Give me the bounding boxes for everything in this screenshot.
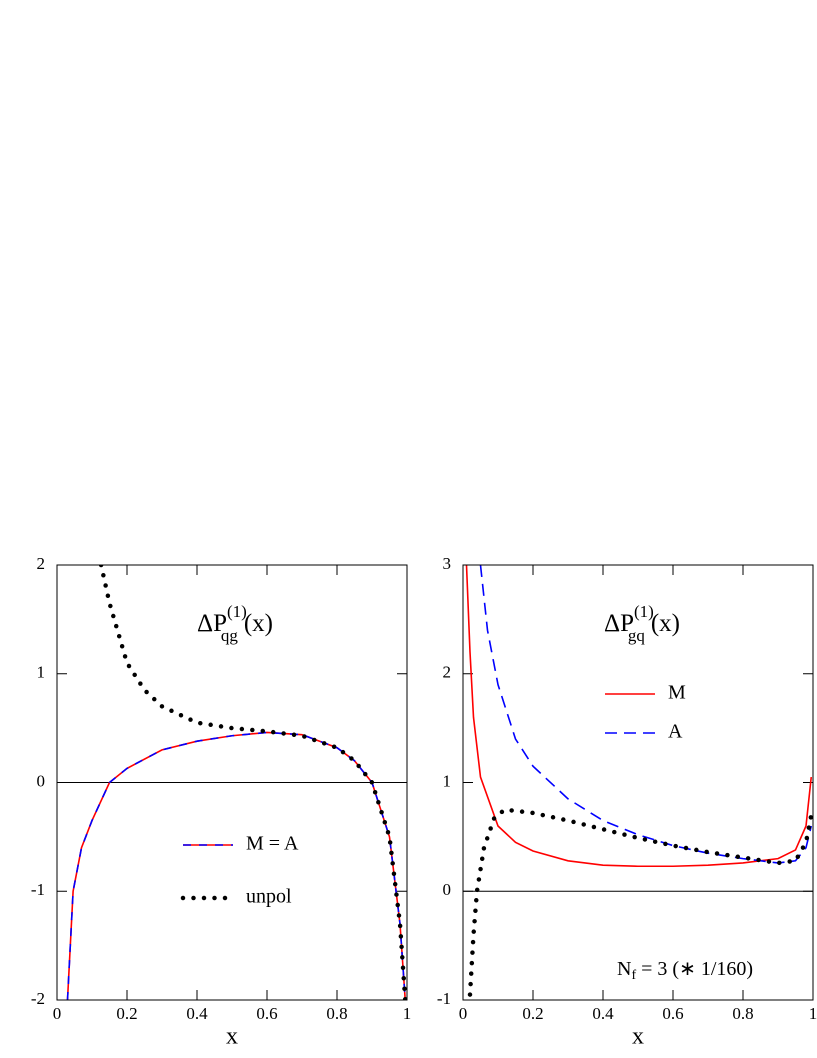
series-line-dash: [66, 731, 407, 1000]
y-tick-label: 3: [443, 554, 452, 573]
y-tick-label: 1: [37, 663, 46, 682]
x-tick-label: 0: [53, 1004, 62, 1023]
plot-frame: [56, 564, 408, 1001]
x-tick-label: 1: [403, 1004, 412, 1023]
panel-title: ΔP(1) gq (x): [604, 602, 680, 645]
series-line: [66, 731, 407, 1000]
y-tick-label: -1: [437, 989, 451, 1008]
x-tick-label: 0.2: [522, 1004, 543, 1023]
x-tick-label: 0.6: [256, 1004, 277, 1023]
title-sub: gq: [628, 626, 646, 645]
legend-label: A: [668, 721, 683, 743]
title-sub: qg: [221, 626, 239, 645]
title-arg: (x): [244, 610, 273, 637]
x-tick-label: 0.8: [732, 1004, 753, 1023]
title-base: ΔP: [197, 610, 227, 637]
y-tick-label: -1: [31, 880, 45, 899]
x-tick-label: 0.2: [116, 1004, 137, 1023]
y-tick-label: 0: [443, 880, 452, 899]
x-tick-label: 0.4: [186, 1004, 208, 1023]
plot-frame: [462, 564, 814, 1001]
legend-label: M = A: [246, 833, 299, 855]
series-line: [479, 565, 813, 864]
title-arg: (x): [651, 610, 680, 637]
x-axis-label: x: [226, 1024, 238, 1050]
note-base: N: [617, 958, 631, 980]
y-tick-label: 2: [443, 663, 452, 682]
title-sup: (1): [634, 602, 654, 621]
x-tick-label: 0.8: [326, 1004, 347, 1023]
legend-label: M: [668, 682, 686, 704]
note-sub: f: [631, 968, 636, 983]
y-tick-label: 0: [37, 771, 46, 790]
note-rest: = 3 (∗ 1/160): [641, 958, 753, 980]
x-axis-label: x: [632, 1024, 644, 1050]
title-sup: (1): [227, 602, 247, 621]
x-tick-label: 0.4: [592, 1004, 614, 1023]
note: Nf = 3 (∗ 1/160): [617, 958, 753, 984]
y-tick-label: 2: [37, 554, 46, 573]
series-line: [467, 807, 813, 997]
title-base: ΔP: [604, 610, 634, 637]
panel-title: ΔP(1) qg (x): [197, 602, 273, 645]
x-tick-label: 1: [809, 1004, 817, 1023]
x-tick-label: 0: [459, 1004, 468, 1023]
x-tick-label: 0.6: [662, 1004, 683, 1023]
y-tick-label: 1: [443, 771, 452, 790]
legend-label: unpol: [246, 886, 292, 908]
y-tick-label: -2: [31, 989, 45, 1008]
series-line: [465, 565, 813, 868]
